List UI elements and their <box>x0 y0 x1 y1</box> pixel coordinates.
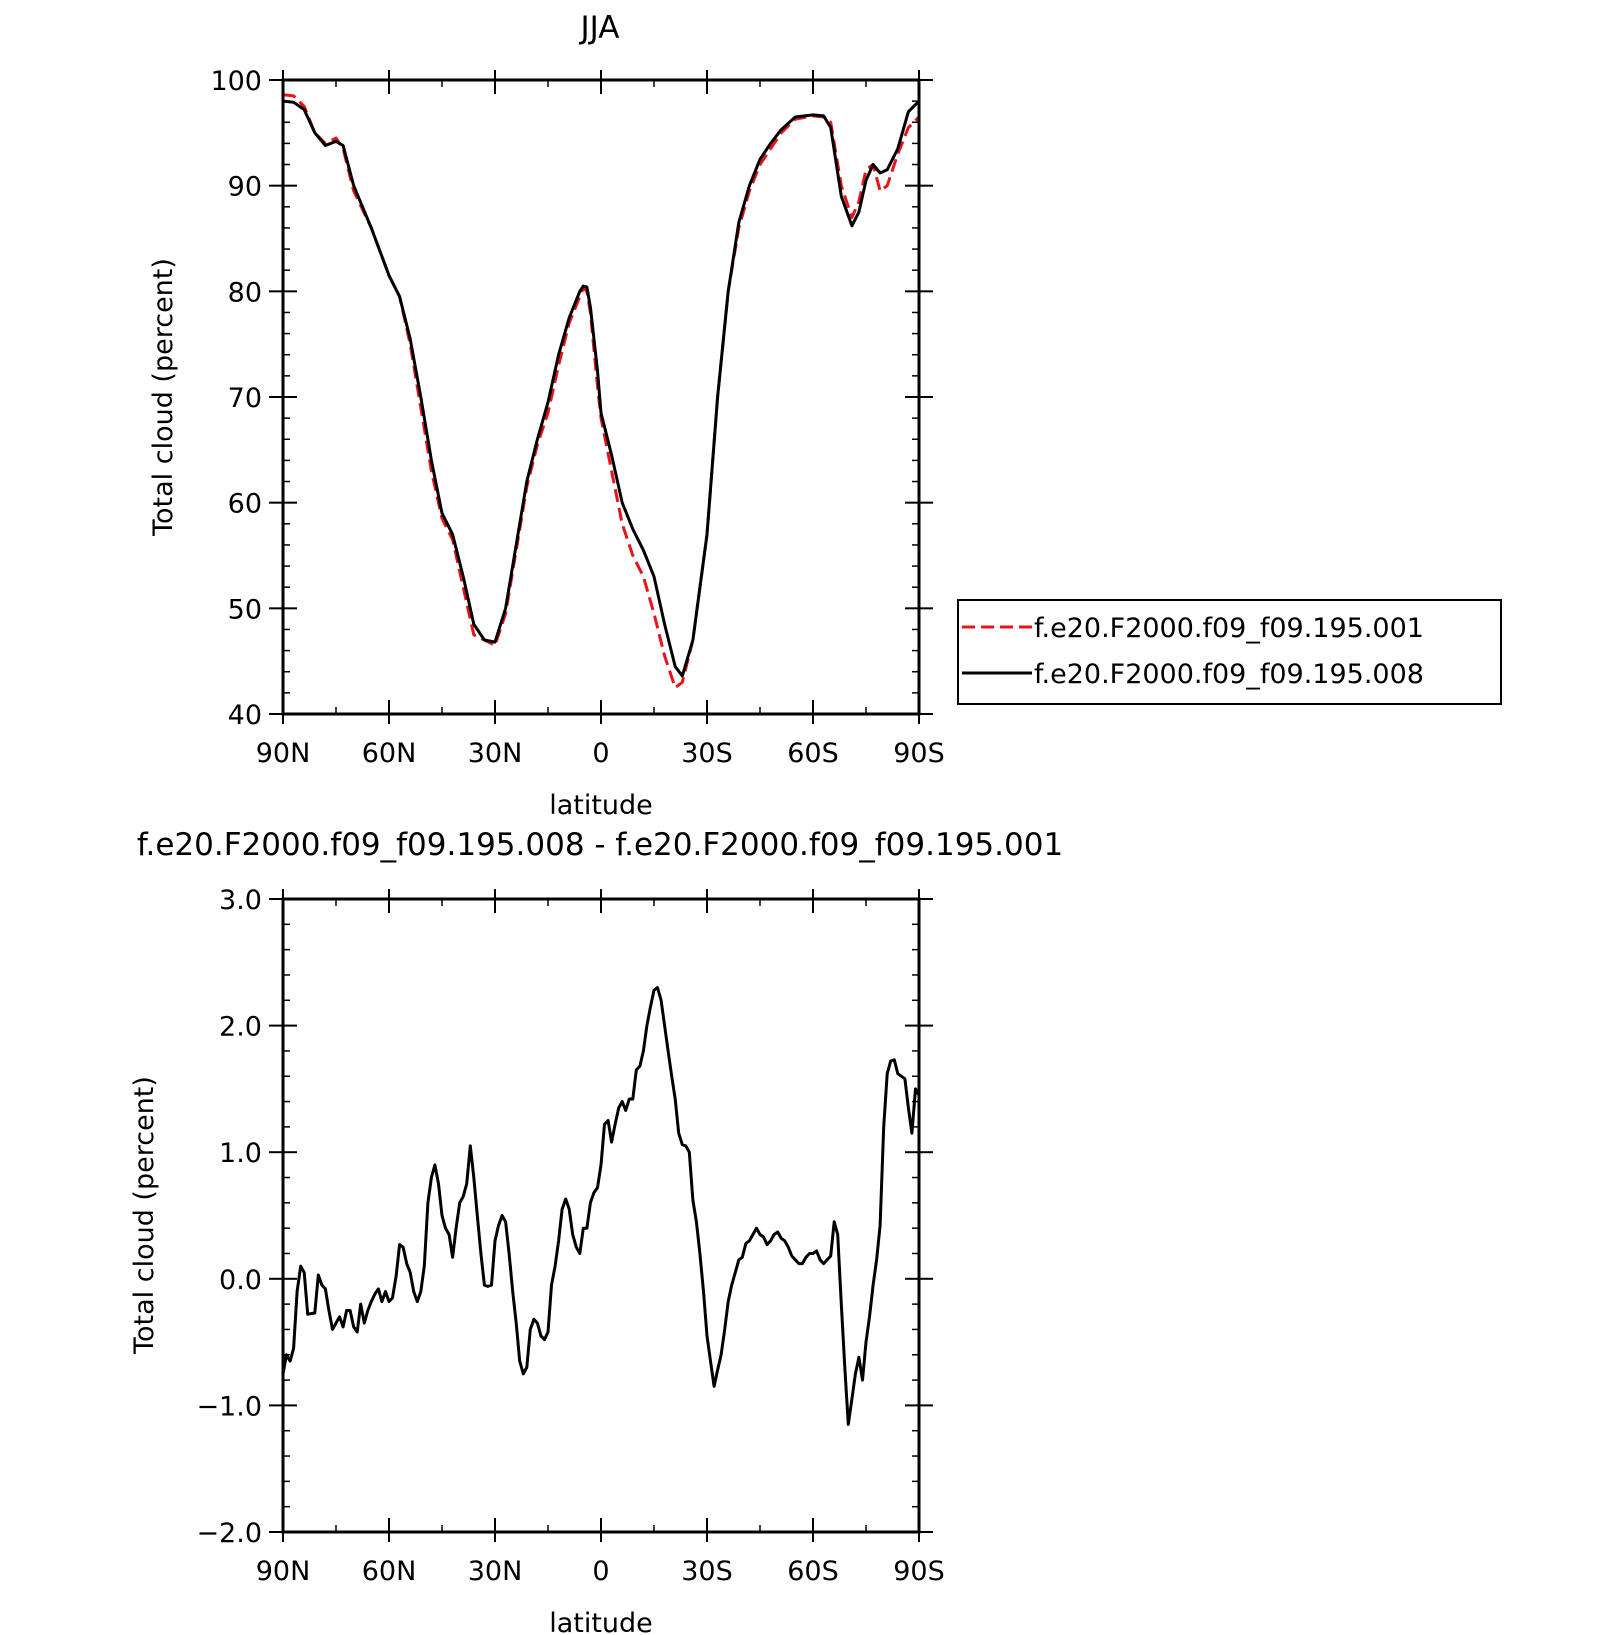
y-axis-title: Total cloud (percent) <box>148 258 179 537</box>
y-tick-label: 0.0 <box>219 1265 262 1296</box>
cloud-cover-panel: JJA 90N 60N 30N 0 30S 60S 90S 40 50 60 70 80 90 100 l… <box>148 10 1502 821</box>
tick-labels: 90N 60N 30N 0 30S 60S 90S 40 50 60 70 80 90 100 <box>210 66 944 769</box>
y-tick-label: 1.0 <box>219 1138 262 1169</box>
x-tick-label: 30N <box>468 1556 523 1587</box>
y-tick-label: 40 <box>228 700 262 731</box>
x-tick-label: 90S <box>893 1556 945 1587</box>
axis-ticks <box>269 889 933 1542</box>
x-tick-label: 30N <box>468 738 523 769</box>
x-tick-label: 60S <box>787 1556 839 1587</box>
x-tick-label: 60N <box>362 738 417 769</box>
x-tick-label: 90N <box>256 1556 311 1587</box>
x-tick-label: 0 <box>592 738 609 769</box>
y-tick-label: 2.0 <box>219 1012 262 1043</box>
series-line-2 <box>282 99 921 678</box>
plot-frame <box>281 897 921 1534</box>
x-tick-label: 90N <box>256 738 311 769</box>
y-tick-label: 60 <box>228 489 262 520</box>
x-axis-title: latitude <box>549 1608 653 1635</box>
legend-label-series-001: f.e20.F2000.f09_f09.195.001 <box>1034 613 1424 644</box>
x-tick-label: 30S <box>681 1556 733 1587</box>
series-line-1 <box>282 93 921 690</box>
y-tick-label: −1.0 <box>196 1391 262 1422</box>
legend: f.e20.F2000.f09_f09.195.001 f.e20.F2000.… <box>957 599 1502 705</box>
plot-frame <box>281 78 921 716</box>
x-tick-label: 60N <box>362 1556 417 1587</box>
y-tick-label: 100 <box>210 66 262 97</box>
x-tick-label: 90S <box>893 738 945 769</box>
y-tick-label: 80 <box>228 277 262 308</box>
x-tick-label: 30S <box>681 738 733 769</box>
series-layer <box>282 93 921 690</box>
chart-title: JJA <box>579 10 620 46</box>
chart-title: f.e20.F2000.f09_f09.195.008 - f.e20.F200… <box>137 827 1063 863</box>
y-tick-label: 3.0 <box>219 885 262 916</box>
tick-labels: 90N 60N 30N 0 30S 60S 90S −2.0 −1.0 0.0 1.0 2.0 3.0 <box>196 885 944 1587</box>
y-tick-label: 90 <box>228 172 262 203</box>
cloud-difference-panel: f.e20.F2000.f09_f09.195.008 - f.e20.F200… <box>129 827 1063 1635</box>
y-tick-label: −2.0 <box>196 1518 262 1549</box>
x-axis-title: latitude <box>549 790 653 821</box>
y-axis-title: Total cloud (percent) <box>129 1076 160 1355</box>
series-layer <box>281 986 921 1426</box>
series-line-1 <box>281 986 921 1426</box>
x-tick-label: 0 <box>592 1556 609 1587</box>
y-tick-label: 50 <box>228 594 262 625</box>
x-tick-label: 60S <box>787 738 839 769</box>
legend-label-series-008: f.e20.F2000.f09_f09.195.008 <box>1034 659 1424 690</box>
y-tick-label: 70 <box>228 383 262 414</box>
legend-box <box>957 599 1502 705</box>
